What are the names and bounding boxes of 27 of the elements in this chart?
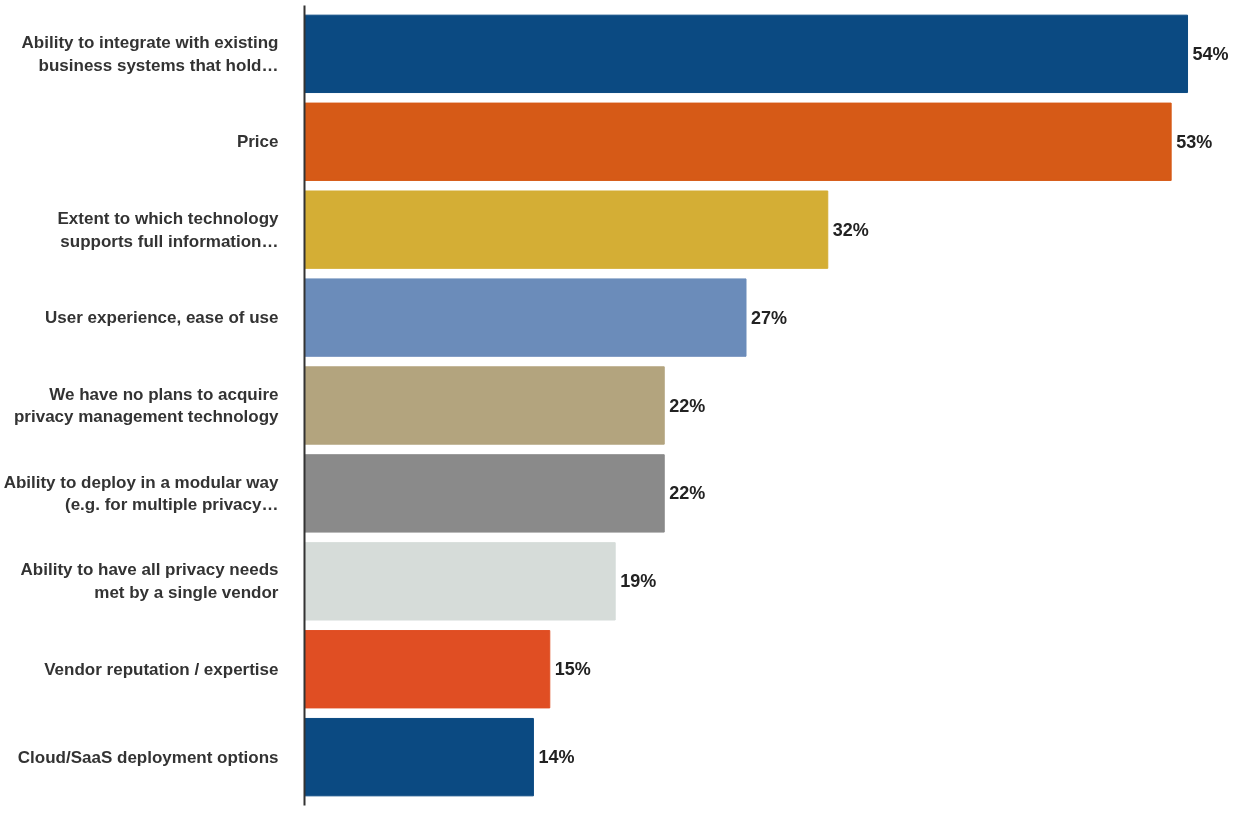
- bar: [304, 542, 616, 621]
- bar: [304, 717, 534, 797]
- y-tick-label: User experience, ease of use: [45, 308, 279, 328]
- y-tick-label: Ability to have all privacy needs met by a single vendor: [20, 560, 279, 603]
- y-tick-label: Vendor reputation / expertise: [44, 659, 279, 679]
- y-tick-label: We have no plans to acquire privacy management technology: [13, 384, 280, 427]
- data-label: 19%: [620, 571, 657, 592]
- bar: [304, 190, 829, 269]
- data-label: 22%: [669, 395, 706, 416]
- bar: [304, 630, 551, 709]
- bar: [304, 102, 1172, 181]
- data-label: 27%: [751, 307, 788, 328]
- data-label: 14%: [538, 747, 575, 768]
- bar: [304, 278, 747, 357]
- bar: [304, 366, 665, 445]
- data-label: 54%: [1192, 43, 1229, 64]
- y-tick-label: Extent to which technology supports full information…: [57, 208, 280, 251]
- data-label: 15%: [554, 659, 591, 680]
- bar: [304, 14, 1189, 94]
- y-tick-label: Ability to integrate with existing business systems that hold…: [21, 32, 279, 75]
- y-tick-label: Cloud/SaaS deployment options: [17, 747, 279, 767]
- data-label: 22%: [669, 483, 706, 504]
- data-label: 53%: [1176, 131, 1213, 152]
- data-label: 32%: [832, 219, 869, 240]
- y-tick-label: Price: [236, 132, 279, 152]
- bar: [304, 454, 665, 533]
- y-tick-label: Ability to deploy in a modular way (e.g. for multiple privacy…: [3, 472, 280, 515]
